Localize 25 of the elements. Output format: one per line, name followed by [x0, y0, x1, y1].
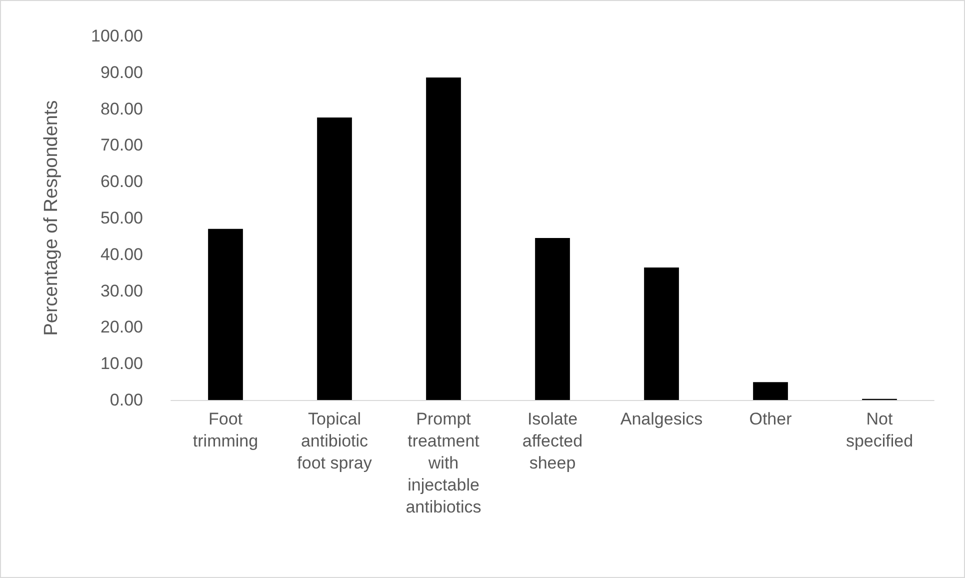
bar — [753, 382, 788, 400]
y-tick-label: 100.00 — [91, 26, 143, 46]
bar — [317, 118, 352, 400]
x-tick-label: Prompt treatment with injectable antibiotics — [406, 410, 482, 516]
bar — [644, 268, 679, 400]
y-tick-label: 90.00 — [100, 62, 143, 82]
bar — [535, 238, 570, 400]
y-axis-title: Percentage of Respondents — [41, 100, 62, 336]
y-tick-label: 70.00 — [100, 136, 143, 155]
x-tick-label: Other — [749, 410, 792, 428]
y-tick-label: 0.00 — [110, 390, 143, 410]
x-tick-label: Topical antibiotic foot spray — [297, 410, 372, 472]
x-tick-label: Analgesics — [620, 410, 703, 428]
y-tick-label: 30.00 — [100, 281, 143, 300]
y-tick-label: 60.00 — [100, 172, 143, 192]
y-tick-label: 20.00 — [100, 318, 143, 337]
bar — [208, 228, 243, 400]
y-tick-label: 80.00 — [100, 99, 143, 118]
y-tick-label: 10.00 — [100, 354, 143, 374]
x-tick-label: Foot trimming — [192, 410, 258, 450]
x-tick-label: Isolate affected sheep — [522, 410, 583, 472]
bar — [426, 77, 461, 400]
x-tick-label: Not specified — [846, 410, 914, 450]
y-tick-label: 50.00 — [100, 208, 143, 228]
y-tick-label: 40.00 — [100, 244, 143, 264]
